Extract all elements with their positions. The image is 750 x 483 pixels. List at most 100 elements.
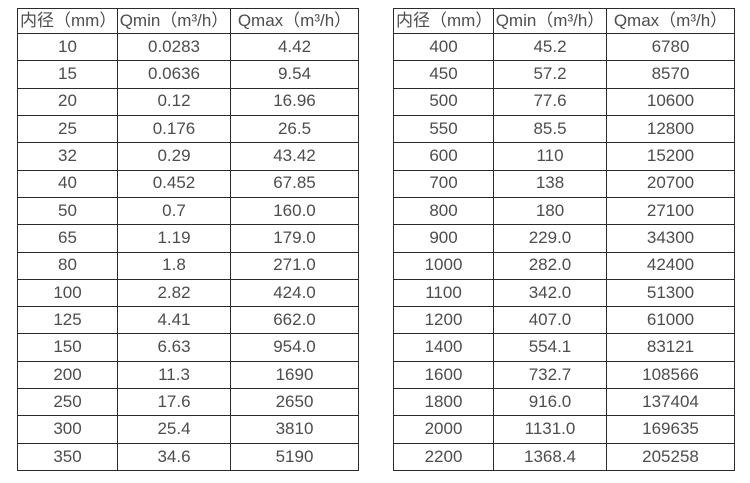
header-row: 内径（mm） Qmin（m³/h） Qmax（m³/h） (393, 8, 735, 34)
table-row: 450 57.2 8570 (393, 60, 735, 89)
cell-qmax: 83121 (606, 333, 735, 362)
table-row: 10 0.0283 4.42 (17, 32, 359, 62)
cell-diameter: 65 (17, 224, 118, 253)
cell-qmin: 17.6 (117, 388, 231, 417)
table-row: 40 0.452 67.85 (17, 169, 359, 198)
cell-qmax: 42400 (606, 251, 735, 280)
cell-diameter: 125 (17, 306, 118, 335)
cell-qmin: 0.29 (117, 142, 231, 171)
cell-diameter: 1600 (393, 360, 494, 390)
table-row: 500 77.6 10600 (393, 87, 735, 116)
cell-qmax: 20700 (606, 169, 735, 198)
cell-diameter: 350 (17, 442, 118, 472)
cell-qmax: 954.0 (230, 333, 359, 362)
table-row: 1400 554.1 83121 (393, 333, 735, 362)
cell-qmin: 1131.0 (493, 415, 607, 444)
cell-qmin: 554.1 (493, 333, 607, 362)
cell-qmax: 108566 (606, 360, 735, 390)
table-row: 1000 282.0 42400 (393, 251, 735, 280)
cell-qmin: 1368.4 (493, 442, 607, 472)
table-row: 80 1.8 271.0 (17, 251, 359, 280)
cell-qmax: 2650 (230, 388, 359, 417)
table-row: 250 17.6 2650 (17, 388, 359, 417)
cell-qmin: 11.3 (117, 360, 231, 390)
cell-qmax: 15200 (606, 142, 735, 171)
table-row: 32 0.29 43.42 (17, 142, 359, 171)
table-row: 200 11.3 1690 (17, 360, 359, 390)
cell-diameter: 25 (17, 114, 118, 144)
cell-diameter: 800 (393, 196, 494, 226)
cell-diameter: 2200 (393, 442, 494, 472)
table-row: 25 0.176 26.5 (17, 114, 359, 144)
cell-qmin: 6.63 (117, 333, 231, 362)
table-row: 900 229.0 34300 (393, 224, 735, 253)
table-row: 1800 916.0 137404 (393, 388, 735, 417)
cell-qmax: 5190 (230, 442, 359, 472)
cell-diameter: 300 (17, 415, 118, 444)
cell-qmax: 271.0 (230, 251, 359, 280)
cell-qmax: 16.96 (230, 87, 359, 116)
cell-diameter: 1200 (393, 306, 494, 335)
cell-qmin: 407.0 (493, 306, 607, 335)
cell-qmin: 1.8 (117, 251, 231, 280)
cell-qmin: 732.7 (493, 360, 607, 390)
column-header-qmin: Qmin（m³/h） (493, 8, 607, 34)
cell-qmin: 180 (493, 196, 607, 226)
cell-qmax: 137404 (606, 388, 735, 417)
cell-diameter: 40 (17, 169, 118, 198)
cell-qmax: 9.54 (230, 60, 359, 89)
cell-qmax: 160.0 (230, 196, 359, 226)
cell-qmin: 25.4 (117, 415, 231, 444)
cell-diameter: 450 (393, 60, 494, 89)
cell-diameter: 900 (393, 224, 494, 253)
cell-qmin: 110 (493, 142, 607, 171)
table-row: 1600 732.7 108566 (393, 360, 735, 390)
cell-diameter: 32 (17, 142, 118, 171)
table-row: 2000 1131.0 169635 (393, 415, 735, 444)
header-row: 内径（mm） Qmin（m³/h） Qmax（m³/h） (17, 8, 359, 34)
cell-qmin: 57.2 (493, 60, 607, 89)
cell-qmax: 26.5 (230, 114, 359, 144)
cell-diameter: 1100 (393, 278, 494, 308)
cell-qmin: 138 (493, 169, 607, 198)
column-header-diameter: 内径（mm） (17, 8, 118, 34)
cell-qmin: 229.0 (493, 224, 607, 253)
cell-qmax: 67.85 (230, 169, 359, 198)
cell-qmin: 0.452 (117, 169, 231, 198)
cell-diameter: 50 (17, 196, 118, 226)
cell-diameter: 15 (17, 60, 118, 89)
cell-qmin: 34.6 (117, 442, 231, 472)
cell-qmin: 0.0636 (117, 60, 231, 89)
table-row: 550 85.5 12800 (393, 114, 735, 144)
cell-qmin: 0.176 (117, 114, 231, 144)
cell-qmax: 43.42 (230, 142, 359, 171)
table-row: 15 0.0636 9.54 (17, 60, 359, 89)
column-header-qmax: Qmax（m³/h） (230, 8, 359, 34)
cell-diameter: 500 (393, 87, 494, 116)
cell-qmin: 0.0283 (117, 32, 231, 62)
table-row: 350 34.6 5190 (17, 442, 359, 472)
cell-qmin: 2.82 (117, 278, 231, 308)
cell-diameter: 1400 (393, 333, 494, 362)
cell-diameter: 400 (393, 32, 494, 62)
cell-qmin: 0.7 (117, 196, 231, 226)
cell-qmin: 916.0 (493, 388, 607, 417)
cell-qmax: 10600 (606, 87, 735, 116)
table-row: 50 0.7 160.0 (17, 196, 359, 226)
table-row: 1100 342.0 51300 (393, 278, 735, 308)
table-row: 65 1.19 179.0 (17, 224, 359, 253)
cell-diameter: 100 (17, 278, 118, 308)
table-row: 100 2.82 424.0 (17, 278, 359, 308)
cell-diameter: 80 (17, 251, 118, 280)
cell-qmin: 45.2 (493, 32, 607, 62)
column-header-diameter: 内径（mm） (393, 8, 494, 34)
cell-qmax: 3810 (230, 415, 359, 444)
cell-diameter: 2000 (393, 415, 494, 444)
cell-qmin: 4.41 (117, 306, 231, 335)
cell-diameter: 550 (393, 114, 494, 144)
cell-qmax: 27100 (606, 196, 735, 226)
cell-diameter: 150 (17, 333, 118, 362)
table-row: 125 4.41 662.0 (17, 306, 359, 335)
cell-diameter: 1800 (393, 388, 494, 417)
